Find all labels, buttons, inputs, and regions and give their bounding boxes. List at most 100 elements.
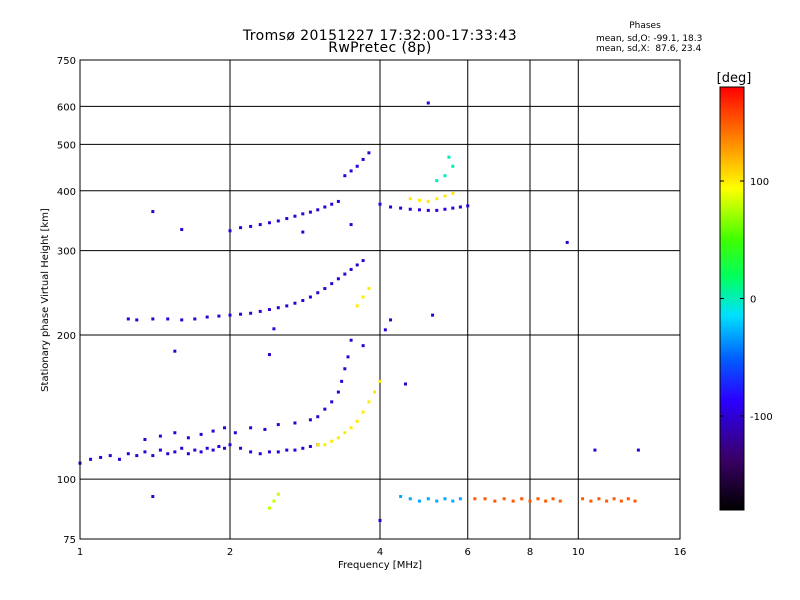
data-point [223, 446, 227, 450]
y-tick-label: 400 [57, 187, 76, 198]
data-point [301, 230, 305, 234]
data-point [417, 208, 421, 212]
data-point [626, 497, 630, 501]
data-point [126, 317, 130, 321]
data-point [323, 287, 327, 291]
data-point [249, 426, 253, 430]
data-point [223, 426, 227, 430]
data-point [502, 497, 506, 501]
data-point [458, 205, 462, 209]
data-point [285, 448, 289, 452]
data-point [435, 179, 439, 183]
data-point [551, 497, 555, 501]
data-point [89, 457, 93, 461]
data-point [367, 400, 371, 404]
data-point [417, 198, 421, 202]
data-point [367, 287, 371, 291]
data-point [528, 499, 532, 503]
x-tick-label: 1 [77, 547, 83, 558]
data-point [581, 497, 585, 501]
data-point [443, 497, 447, 501]
data-point [285, 304, 289, 308]
data-point [466, 204, 470, 208]
data-point [228, 229, 232, 233]
x-tick-label: 16 [674, 547, 687, 558]
data-point [276, 219, 280, 223]
data-point [443, 207, 447, 211]
data-point [99, 455, 103, 459]
data-point [343, 174, 347, 178]
data-point [180, 318, 184, 322]
data-point [417, 499, 421, 503]
data-point [330, 202, 334, 206]
data-point [458, 497, 462, 501]
data-point [301, 299, 305, 303]
x-tick-label: 2 [227, 547, 233, 558]
data-point [399, 494, 403, 498]
data-point [285, 217, 289, 221]
data-point [199, 432, 203, 436]
data-point [451, 206, 455, 210]
chart-title: Tromsø 20151227 17:32:00-17:33:43 [242, 28, 518, 44]
data-point [383, 328, 387, 332]
data-point [336, 277, 340, 281]
data-point [330, 282, 334, 286]
data-point [349, 169, 353, 173]
chart-subtitle: RwPretec (8p) [328, 40, 432, 56]
data-point [612, 497, 616, 501]
data-point [389, 205, 393, 209]
data-point [173, 349, 177, 353]
data-point [267, 506, 271, 510]
colorbar-label: [deg] [717, 71, 752, 86]
data-point [249, 450, 253, 454]
data-point [323, 205, 327, 209]
data-point [308, 444, 312, 448]
data-point [151, 317, 155, 321]
data-point [435, 197, 439, 201]
x-tick-label: 10 [572, 547, 585, 558]
data-point [239, 312, 243, 316]
data-point [173, 450, 177, 454]
colorbar-tick-label: -100 [750, 412, 773, 423]
data-point [267, 353, 271, 357]
data-point [483, 497, 487, 501]
data-point [301, 446, 305, 450]
data-point [367, 151, 371, 155]
data-point [343, 367, 347, 371]
data-point [293, 421, 297, 425]
data-point [276, 306, 280, 310]
y-tick-label: 200 [57, 331, 76, 342]
data-point [267, 450, 271, 454]
data-point [135, 454, 139, 458]
data-point [361, 344, 365, 348]
x-axis-label: Frequency [MHz] [338, 560, 422, 571]
data-point [166, 317, 170, 321]
data-point [143, 450, 147, 454]
data-point [249, 224, 253, 228]
data-point [443, 174, 447, 178]
plot-frame [79, 59, 681, 540]
data-point [316, 208, 320, 212]
data-point [558, 499, 562, 503]
data-point [426, 101, 430, 105]
data-point [361, 410, 365, 414]
data-point [276, 450, 280, 454]
data-point [343, 431, 347, 435]
data-point [636, 448, 640, 452]
data-point [511, 499, 515, 503]
data-point [233, 431, 237, 435]
data-point [451, 191, 455, 195]
colorbar-tick-label: 100 [750, 177, 769, 188]
data-point [308, 418, 312, 422]
y-tick-label: 500 [57, 140, 76, 151]
data-point [336, 436, 340, 440]
data-point [211, 448, 215, 452]
colorbar-ticks: 100 0 -100 [720, 177, 773, 423]
data-point [228, 443, 232, 447]
data-point [378, 202, 382, 206]
data-point [258, 223, 262, 227]
data-point [408, 207, 412, 211]
colorbar-tick-label: 0 [750, 295, 756, 306]
data-point [205, 315, 209, 319]
data-point [349, 223, 353, 227]
